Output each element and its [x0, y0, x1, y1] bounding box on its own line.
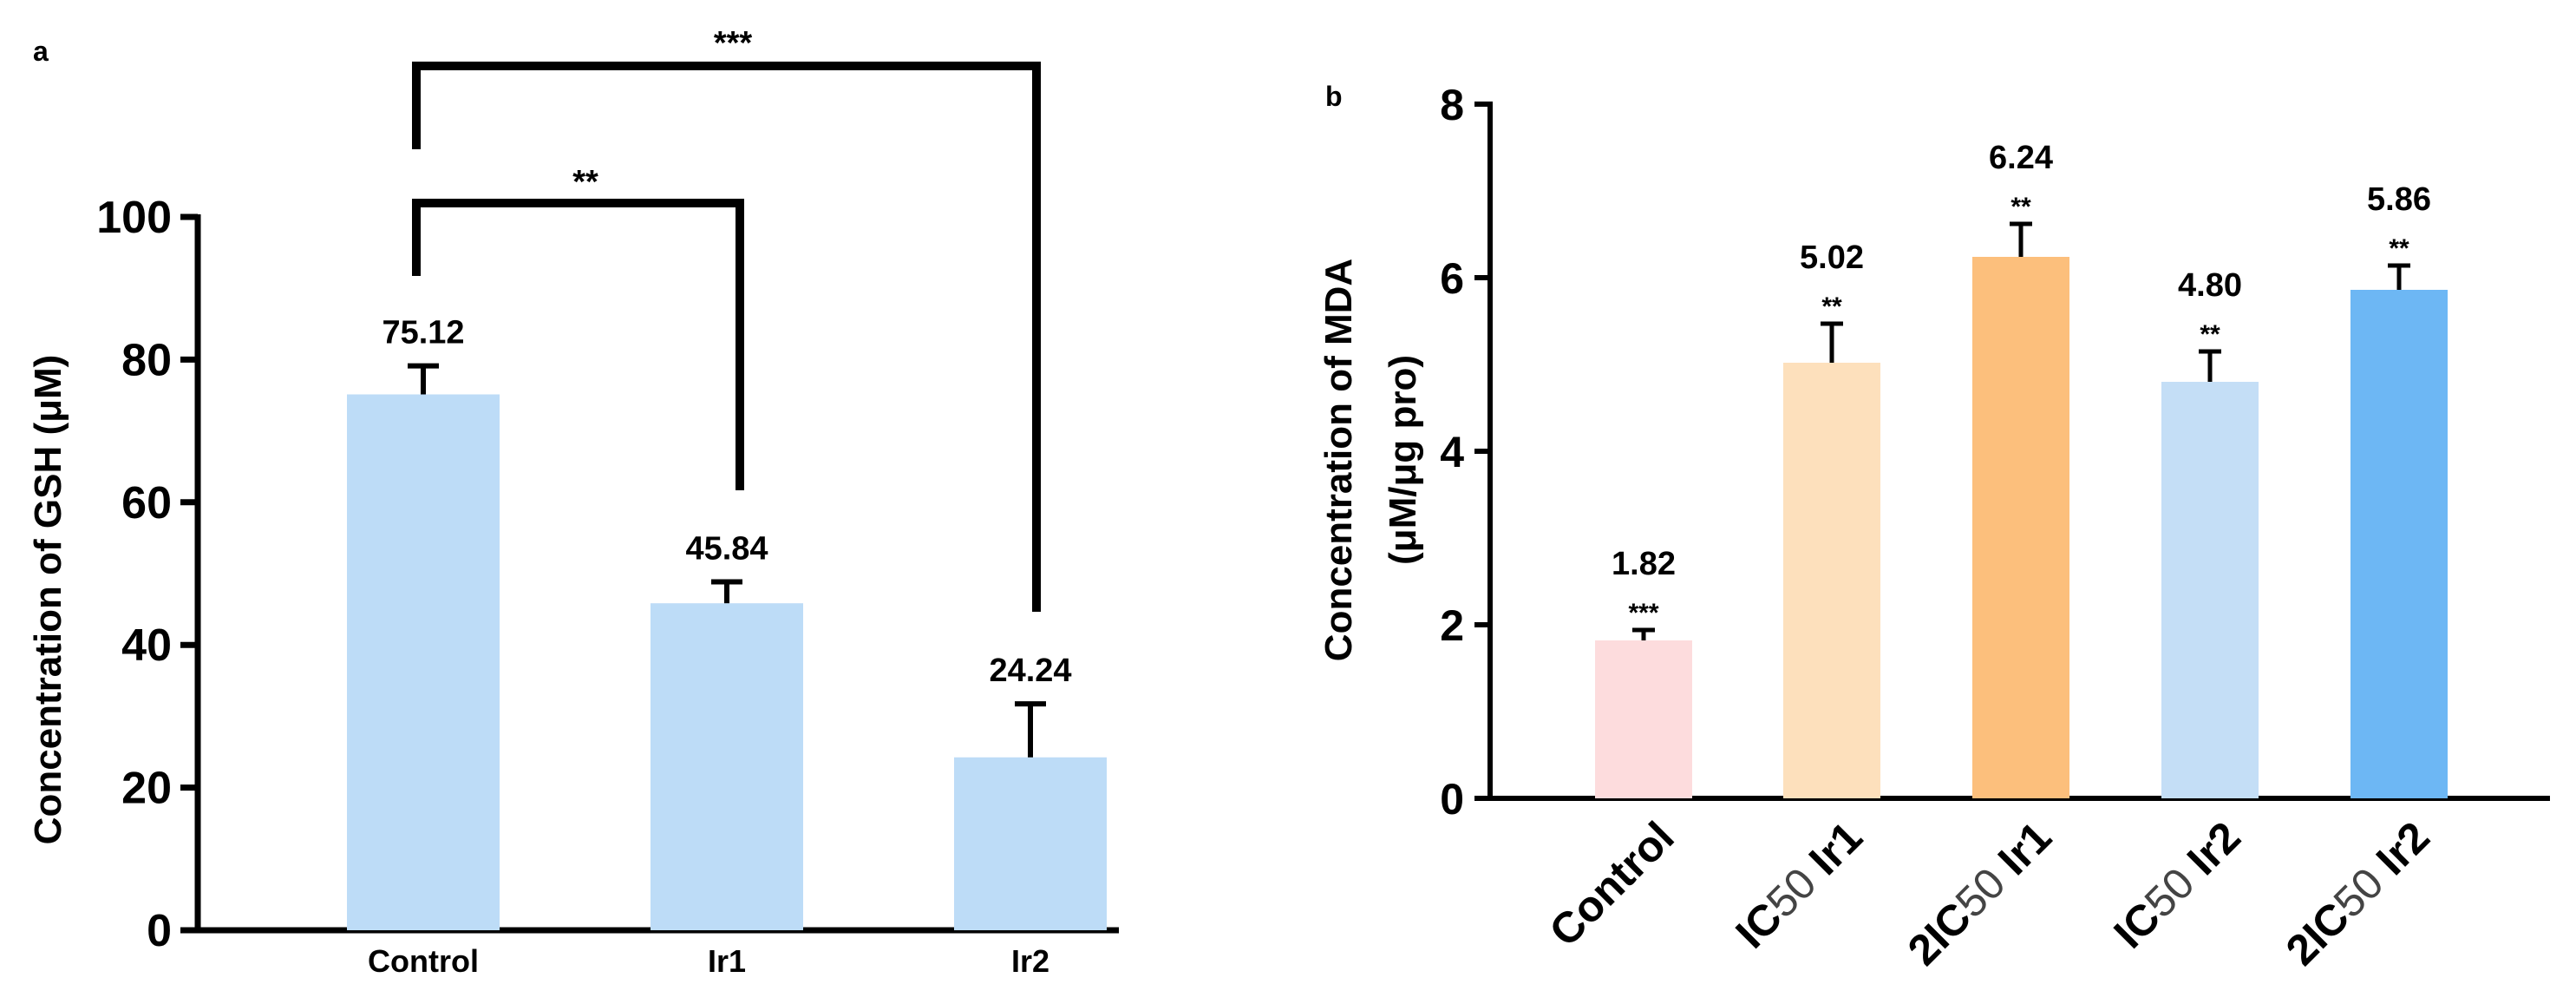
significance-stars: ** [2200, 320, 2220, 349]
y-tick-label: 8 [1440, 81, 1464, 129]
y-tick-label: 100 [96, 193, 172, 243]
bracket-significance: *** [714, 25, 753, 62]
value-label: 1.82 [1612, 546, 1676, 582]
bar [1972, 257, 2069, 798]
category-label: Ir1 [708, 943, 746, 979]
value-label: 5.86 [2367, 181, 2431, 218]
y-tick-label: 4 [1440, 428, 1464, 476]
value-label: 24.24 [989, 653, 1071, 689]
y-tick-label: 0 [147, 906, 172, 956]
panel-b-letter: b [1325, 81, 1343, 112]
y-tick-label: 2 [1440, 601, 1464, 650]
mda-bar-chart: 0 2 4 6 8 Concentration of MDA (μM/μg pro) *** 1… [1317, 81, 2550, 974]
panel-a-letter: a [33, 36, 49, 67]
value-label: 4.80 [2178, 267, 2242, 304]
category-label: Control [368, 943, 479, 979]
y-tick-label: 0 [1440, 775, 1464, 824]
bracket-control-ir2 [412, 62, 1041, 612]
bracket-significance: ** [572, 164, 598, 200]
value-label: 6.24 [1989, 140, 2053, 176]
significance-stars: ** [2389, 234, 2409, 263]
category-label: Control [1540, 812, 1684, 955]
significance-stars: ** [1821, 292, 1842, 321]
y-tick-label: 80 [121, 335, 172, 385]
value-label: 5.02 [1800, 240, 1864, 276]
category-label: Ir2 [1011, 943, 1049, 979]
significance-stars: ** [2010, 193, 2031, 221]
bar [2350, 290, 2448, 798]
significance-stars: *** [1628, 599, 1658, 627]
value-label: 45.84 [685, 531, 768, 568]
y-tick-label: 20 [121, 764, 172, 814]
y-tick-label: 60 [121, 478, 172, 528]
bar-ir2 [954, 757, 1107, 930]
category-label: IC50 Ir1 [1726, 812, 1871, 957]
category-label: 2IC50 Ir2 [2277, 812, 2439, 974]
y-axis-title-line2: (μM/μg pro) [1382, 355, 1424, 565]
y-axis-title-line1: Concentration of MDA [1317, 259, 1360, 661]
bar [2161, 382, 2259, 798]
category-label: 2IC50 Ir1 [1899, 812, 2061, 974]
value-label: 75.12 [382, 315, 464, 351]
gsh-bar-chart: 0 20 40 60 80 100 Concentration of GSH (μM) 75.… [27, 25, 1119, 979]
bar [1595, 640, 1692, 798]
bracket-control-ir1 [412, 199, 744, 490]
bar [1783, 363, 1880, 798]
y-axis-title: Concentration of GSH (μM) [27, 355, 69, 845]
bar-ir1 [651, 603, 803, 930]
category-label: IC50 Ir2 [2104, 812, 2249, 957]
bar-control [347, 394, 500, 930]
y-tick-label: 40 [121, 620, 172, 671]
y-tick-label: 6 [1440, 254, 1464, 303]
